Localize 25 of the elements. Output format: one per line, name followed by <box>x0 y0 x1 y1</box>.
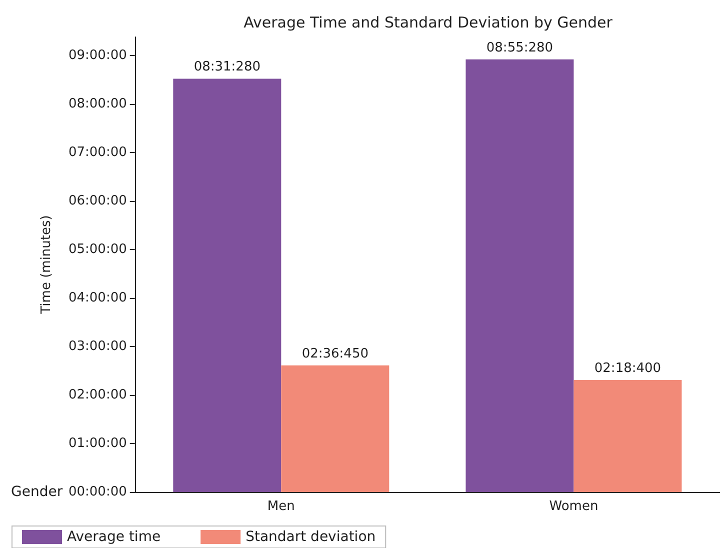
x-tick-label: Women <box>549 499 598 514</box>
bar <box>281 365 390 492</box>
data-label: 02:36:450 <box>302 346 368 362</box>
data-label: 08:55:280 <box>486 40 554 56</box>
y-tick-label: 06:00:00 <box>68 193 127 208</box>
y-tick-label: 02:00:00 <box>68 387 127 402</box>
y-tick-label: 00:00:00 <box>68 484 127 500</box>
y-tick-label: 09:00:00 <box>68 48 127 63</box>
chart-title: Average Time and Standard Deviation by Gender <box>244 14 614 32</box>
y-tick-label: 04:00:00 <box>68 290 127 306</box>
x-axis-title: Gender <box>10 484 63 500</box>
bar <box>466 59 574 492</box>
data-label: 02:18:400 <box>594 360 662 376</box>
y-axis-title: Time (minutes) <box>38 215 54 315</box>
bar <box>574 380 682 492</box>
y-tick-label: 07:00:00 <box>68 144 127 160</box>
y-tick-label: 03:00:00 <box>68 338 127 354</box>
data-label: 08:31:280 <box>194 60 260 75</box>
y-tick-label: 08:00:00 <box>68 96 127 112</box>
y-tick-label: 01:00:00 <box>68 436 127 451</box>
legend-label: Average time <box>67 529 161 545</box>
bar <box>173 78 282 492</box>
legend-label: Standart deviation <box>246 529 376 545</box>
x-tick-label: Men <box>267 499 295 514</box>
y-tick-label: 05:00:00 <box>68 242 127 257</box>
